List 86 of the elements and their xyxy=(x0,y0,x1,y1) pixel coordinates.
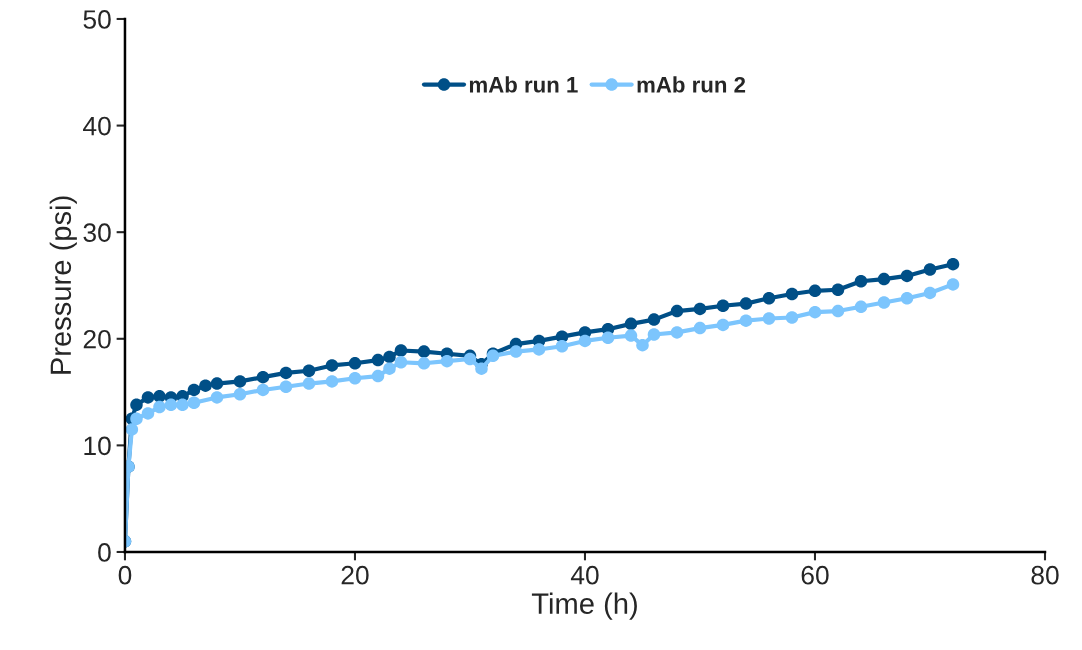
point xyxy=(141,407,155,420)
point xyxy=(325,359,339,372)
y-tick-label: 50 xyxy=(83,10,111,29)
point xyxy=(739,297,753,310)
point xyxy=(854,300,868,314)
point xyxy=(302,377,316,390)
point xyxy=(923,286,937,300)
point xyxy=(256,383,270,397)
point xyxy=(187,383,201,397)
point xyxy=(210,377,224,390)
point xyxy=(762,312,776,325)
point xyxy=(348,371,362,385)
y-axis-title: Pressure (psi) xyxy=(49,196,77,374)
point xyxy=(900,292,914,305)
point xyxy=(210,391,224,404)
point xyxy=(371,353,385,367)
point xyxy=(854,274,868,288)
point xyxy=(693,302,707,316)
point xyxy=(141,391,155,404)
point xyxy=(785,287,799,301)
point xyxy=(555,339,569,353)
point xyxy=(302,364,316,378)
point xyxy=(877,272,891,286)
point xyxy=(636,338,649,352)
point xyxy=(509,345,523,358)
point xyxy=(130,412,143,425)
point xyxy=(624,329,638,342)
x-tick-label: 60 xyxy=(801,565,829,585)
point xyxy=(130,398,143,412)
point xyxy=(831,283,845,296)
point xyxy=(946,257,960,271)
x-tick-label: 40 xyxy=(570,565,599,585)
point xyxy=(475,362,488,375)
x-axis-title: Time (h) xyxy=(531,592,637,620)
point xyxy=(808,284,822,298)
point xyxy=(785,311,799,324)
point xyxy=(233,375,247,388)
point xyxy=(670,326,684,339)
point xyxy=(279,380,293,393)
point xyxy=(808,305,822,319)
x-tick-label: 80 xyxy=(1031,565,1059,585)
point xyxy=(923,263,937,276)
point xyxy=(383,362,396,375)
legend-label: mAb run 1 xyxy=(469,76,578,93)
y-tick-label: 40 xyxy=(83,116,111,136)
point xyxy=(164,398,178,412)
point xyxy=(716,318,730,332)
point xyxy=(383,350,396,364)
point xyxy=(762,292,776,305)
point xyxy=(279,366,293,380)
point xyxy=(187,396,201,409)
point xyxy=(440,354,454,368)
point xyxy=(371,369,385,383)
y-tick-label: 0 xyxy=(98,543,111,562)
point xyxy=(532,343,546,356)
y-tick-label: 10 xyxy=(84,436,111,456)
point xyxy=(716,299,730,312)
point xyxy=(946,278,960,291)
point xyxy=(877,296,891,309)
point xyxy=(647,313,661,326)
point xyxy=(199,379,212,392)
x-tick-label: 0 xyxy=(118,565,132,585)
legend-label: mAb run 2 xyxy=(637,76,746,93)
point xyxy=(417,357,431,370)
point xyxy=(624,317,638,331)
y-tick-label: 30 xyxy=(83,223,111,242)
point xyxy=(670,304,684,318)
point xyxy=(647,328,661,341)
point xyxy=(153,400,166,414)
point xyxy=(348,357,362,370)
point xyxy=(176,398,189,412)
point xyxy=(578,334,592,348)
point xyxy=(256,370,270,384)
y-tick-label: 20 xyxy=(83,329,111,349)
x-tick-label: 20 xyxy=(341,565,369,585)
point xyxy=(394,344,408,357)
point xyxy=(693,321,707,335)
point xyxy=(900,269,914,283)
point xyxy=(233,387,247,401)
point xyxy=(394,355,408,369)
point xyxy=(739,314,753,327)
point xyxy=(125,423,139,436)
point xyxy=(601,331,615,344)
point xyxy=(831,304,845,318)
point xyxy=(417,345,431,358)
point xyxy=(325,375,339,388)
